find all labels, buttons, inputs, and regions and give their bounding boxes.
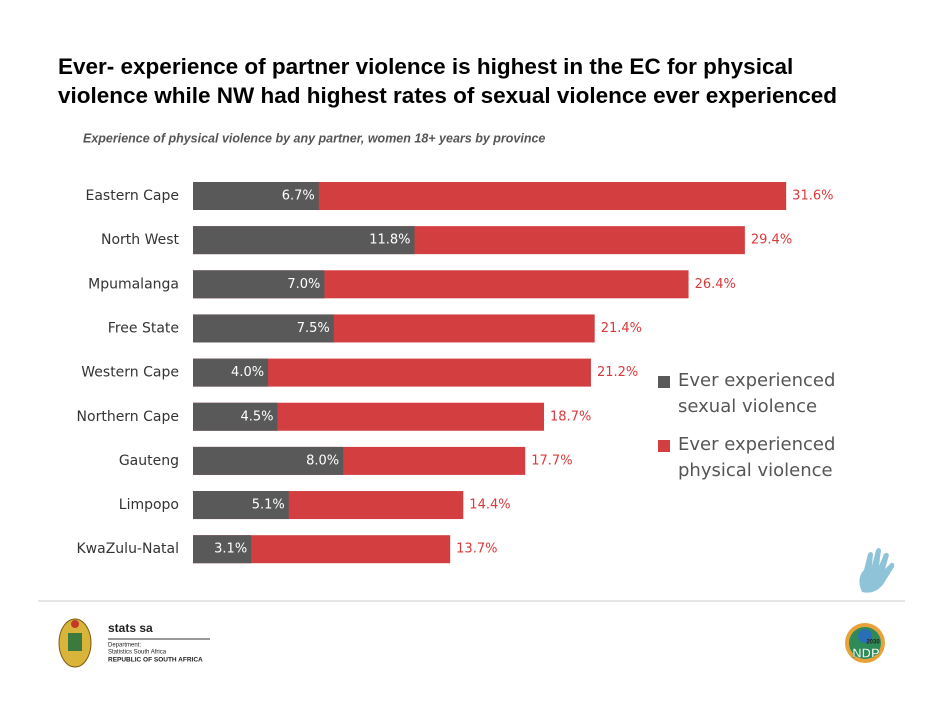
chart-title: Ever- experience of partner violence is … — [58, 54, 793, 79]
value-label: 5.1% — [252, 498, 285, 513]
value-label: 14.4% — [469, 498, 510, 513]
value-label: 18.7% — [550, 409, 591, 424]
category-label: Gauteng — [119, 453, 179, 469]
hand-icon — [859, 548, 895, 593]
value-label: 3.1% — [214, 542, 247, 557]
value-label: 6.7% — [282, 189, 315, 204]
category-label: Northern Cape — [77, 409, 179, 425]
legend: Ever experienced sexual violence Ever exp… — [658, 368, 848, 496]
category-label: Mpumalanga — [88, 276, 179, 292]
value-label: 7.5% — [297, 321, 330, 336]
bar-sexual — [193, 226, 415, 255]
footer-dept-name: Statistics South Africa — [108, 650, 167, 656]
bar-sexual — [193, 358, 269, 387]
footer-country: REPUBLIC OF SOUTH AFRICA — [108, 657, 203, 664]
value-label: 8.0% — [306, 453, 339, 468]
category-label: Western Cape — [81, 365, 179, 381]
footer-dept: Department: — [108, 643, 141, 649]
legend-label: Ever experienced sexual violence — [678, 370, 836, 417]
value-label: 21.4% — [601, 321, 642, 336]
bar-sexual — [193, 491, 289, 520]
bar-sexual — [193, 446, 344, 475]
value-label: 4.0% — [231, 365, 264, 380]
bar-sexual — [193, 535, 252, 564]
value-label: 7.0% — [287, 277, 320, 292]
chart-subtitle: Experience of physical violence by any p… — [83, 131, 545, 145]
coat-of-arms — [58, 618, 92, 668]
bar-sexual — [193, 314, 334, 343]
category-label: Free State — [108, 320, 179, 336]
category-label: North West — [101, 232, 180, 248]
value-label: 31.6% — [792, 189, 833, 204]
category-label: KwaZulu-Natal — [77, 541, 180, 557]
value-label: 4.5% — [240, 409, 273, 424]
value-label: 21.2% — [597, 365, 638, 380]
ndp-year: 2030 — [866, 640, 880, 646]
value-label: 17.7% — [531, 453, 572, 468]
value-label: 11.8% — [369, 233, 410, 248]
bar-sexual — [193, 270, 325, 299]
legend-item: Ever experienced sexual violence — [658, 368, 848, 420]
footer-org: stats sa — [108, 621, 153, 635]
ndp-text: NDP — [852, 645, 880, 660]
legend-item: Ever experienced physical violence — [658, 432, 848, 484]
bar-sexual — [193, 402, 278, 431]
bar-sexual — [193, 182, 319, 210]
category-label: Limpopo — [119, 497, 179, 513]
value-label: 29.4% — [751, 233, 792, 248]
category-label: Eastern Cape — [85, 188, 179, 204]
legend-swatch — [658, 376, 670, 388]
chart-title: violence while NW had highest rates of s… — [58, 83, 837, 108]
value-label: 26.4% — [695, 277, 736, 292]
legend-label: Ever experienced physical violence — [678, 434, 836, 481]
ndp-logo — [845, 623, 885, 663]
value-label: 13.7% — [456, 542, 497, 557]
legend-swatch — [658, 440, 670, 452]
